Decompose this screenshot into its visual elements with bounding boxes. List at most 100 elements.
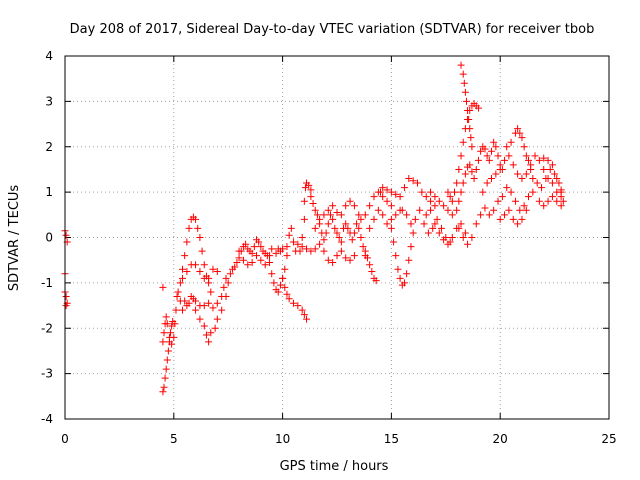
data-point [359, 243, 367, 251]
data-point [337, 211, 345, 219]
data-point [548, 161, 556, 169]
data-point [516, 206, 524, 214]
y-tick-label: 2 [45, 140, 53, 154]
data-point [181, 297, 189, 305]
data-point [305, 181, 313, 189]
data-point [396, 274, 404, 282]
data-point [416, 206, 424, 214]
data-point [503, 184, 511, 192]
data-point [468, 168, 476, 176]
data-point [514, 220, 522, 228]
data-point [387, 202, 395, 210]
data-point [477, 147, 485, 155]
data-point [163, 356, 171, 364]
data-point [472, 165, 480, 173]
data-point [457, 220, 465, 228]
data-point [361, 247, 369, 255]
data-point [444, 206, 452, 214]
data-point [529, 175, 537, 183]
data-point [379, 193, 387, 201]
data-point [468, 234, 476, 241]
data-point [394, 265, 402, 273]
data-point [370, 215, 378, 223]
data-point [498, 193, 506, 201]
data-point [294, 240, 302, 248]
data-point [192, 306, 200, 314]
data-point [409, 177, 417, 185]
data-point [457, 152, 465, 160]
data-point [160, 383, 168, 391]
x-tick-label: 25 [601, 432, 616, 446]
plot-frame [64, 55, 610, 420]
data-point [398, 206, 406, 214]
data-point [296, 247, 304, 255]
data-point [529, 188, 537, 196]
data-point [522, 206, 530, 214]
data-point [324, 256, 332, 264]
data-point [524, 193, 532, 201]
data-point [433, 215, 441, 223]
data-point [533, 179, 541, 187]
data-point [455, 224, 463, 232]
data-point [487, 147, 495, 155]
data-point [429, 224, 437, 232]
data-point [509, 161, 517, 169]
data-point [172, 306, 180, 314]
data-point [460, 79, 468, 87]
data-point [276, 281, 284, 289]
data-point [366, 261, 374, 269]
data-point [392, 252, 400, 260]
data-point [283, 243, 291, 251]
data-point [494, 152, 502, 160]
data-point [553, 197, 561, 205]
data-point [483, 152, 491, 160]
data-point [161, 374, 169, 382]
data-point [435, 229, 443, 237]
data-point [403, 211, 411, 219]
data-point [455, 197, 463, 205]
data-point [553, 175, 561, 183]
data-point [255, 238, 263, 246]
data-point [257, 256, 265, 264]
data-point [333, 229, 341, 237]
data-point [424, 229, 432, 237]
data-point [333, 209, 341, 217]
y-tick-label: 3 [45, 94, 53, 108]
data-point [559, 197, 567, 205]
data-point [179, 306, 187, 314]
data-point [285, 231, 293, 239]
chart-title: Day 208 of 2017, Sidereal Day-to-day VTE… [70, 22, 595, 37]
data-point [266, 258, 274, 266]
data-point [459, 234, 467, 241]
data-point [483, 179, 491, 187]
data-point [303, 245, 311, 253]
data-point [431, 202, 439, 210]
data-point [324, 206, 332, 214]
data-point [167, 329, 175, 337]
data-point [320, 236, 328, 244]
data-point [346, 256, 354, 264]
data-point [244, 261, 252, 269]
data-point [337, 247, 345, 255]
data-point [289, 238, 297, 246]
data-point [322, 229, 330, 237]
data-point [407, 243, 415, 251]
data-point [448, 197, 456, 205]
data-point [509, 215, 517, 223]
data-point [320, 247, 328, 255]
y-tick-label: -2 [41, 321, 53, 335]
y-tick-label: 1 [45, 185, 53, 199]
data-point [474, 104, 482, 112]
data-point [268, 270, 276, 278]
data-point [518, 134, 526, 142]
data-point [248, 249, 256, 257]
data-point [492, 170, 500, 178]
data-point [485, 211, 493, 219]
data-point [496, 165, 504, 173]
data-point [344, 224, 352, 232]
data-point [544, 197, 552, 205]
data-point [440, 202, 448, 210]
data-point [183, 238, 191, 246]
data-point [551, 170, 559, 178]
data-point [350, 202, 358, 210]
